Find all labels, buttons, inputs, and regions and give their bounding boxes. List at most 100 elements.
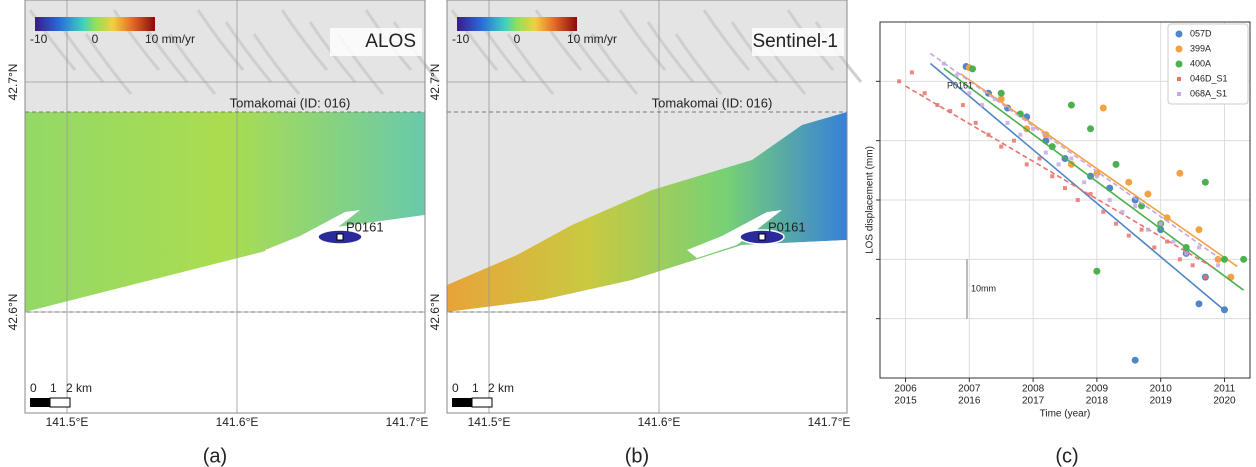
point (1131, 196, 1139, 204)
point (1114, 221, 1119, 226)
scale-bar (452, 398, 472, 407)
scale-bar-label: 10mm (971, 283, 996, 293)
legend-label: 068A_S1 (1190, 88, 1227, 98)
area-label: Tomakomai (ID: 016) (652, 95, 773, 110)
colorbar-label: -10 (30, 32, 48, 46)
deformation-area (447, 112, 847, 312)
point (1031, 126, 1036, 131)
lat-label: 42.7°N (428, 64, 442, 101)
scale-label: 1 (50, 381, 57, 395)
terrain-ridge (28, 9, 77, 71)
annotation: P0161 (947, 80, 973, 90)
lat-label: 42.6°N (6, 294, 20, 331)
x-tick-label: 2007 (958, 384, 981, 395)
title-box (330, 28, 422, 56)
scale-bar (30, 398, 50, 407)
x2-tick-label: 2018 (1086, 396, 1109, 407)
terrain-ridge (280, 9, 329, 71)
trend-line (929, 52, 1220, 259)
terrain-ridge (450, 9, 499, 71)
point (1145, 227, 1150, 232)
point (1177, 257, 1182, 262)
point (1195, 300, 1203, 308)
point (1042, 131, 1050, 139)
point-marker (336, 233, 344, 241)
terrain-ridge (590, 33, 639, 95)
point (1043, 150, 1048, 155)
x-tick-label: 2009 (1086, 384, 1109, 395)
point (1203, 275, 1208, 280)
lon-label: 141.5°E (468, 415, 511, 429)
point (986, 132, 991, 137)
terrain-ridge (168, 33, 217, 95)
terrain-ridge (252, 33, 301, 95)
point (1220, 306, 1228, 314)
point (973, 120, 978, 125)
colorbar (457, 17, 577, 31)
map-panel: -10 0 10 mm/yr ALOS Tomakomai (ID: 016) P0161… (6, 0, 441, 467)
point (997, 95, 1005, 103)
point (1163, 214, 1171, 222)
legend-marker (1177, 92, 1181, 96)
point-label: P0161 (346, 219, 384, 234)
trend-line (959, 72, 1238, 268)
deformation-area (25, 112, 425, 312)
point (935, 103, 940, 108)
legend-label: 399A (1190, 43, 1211, 53)
harbor (687, 210, 782, 258)
point (1176, 169, 1184, 177)
x-tick-label: 2011 (1214, 384, 1236, 395)
trend-line (929, 62, 1225, 311)
harbor (265, 210, 360, 258)
plot-frame (879, 21, 1251, 379)
scale-label: 1 (472, 381, 479, 395)
point (1093, 267, 1101, 275)
terrain-ridge (618, 9, 667, 71)
point (1195, 226, 1203, 234)
sea (447, 240, 847, 413)
scale-bar (471, 397, 493, 408)
lon-label: 141.7°E (808, 415, 851, 429)
x-tick-label: 2006 (894, 384, 917, 395)
point (1016, 110, 1024, 118)
lat-label: 42.6°N (428, 294, 442, 331)
point (1018, 132, 1023, 137)
scale-label: 0 (30, 381, 37, 395)
trend-line (943, 67, 1245, 291)
terrain-ridge (196, 9, 245, 71)
point (1171, 239, 1176, 244)
y-axis-label: LOS displacement (mm) (865, 146, 876, 254)
title-box (752, 28, 844, 56)
point (1011, 138, 1016, 143)
point (992, 97, 997, 102)
point (1024, 162, 1029, 167)
point (1088, 192, 1093, 197)
colorbar (35, 17, 155, 31)
point (1201, 178, 1209, 186)
map-title: ALOS (365, 31, 416, 52)
point (1131, 356, 1139, 364)
point (969, 65, 976, 73)
colorbar-label: -10 (452, 32, 470, 46)
point (1196, 245, 1201, 250)
lon-label: 141.7°E (386, 415, 429, 429)
legend-box (1167, 23, 1249, 105)
point (1158, 221, 1163, 226)
point (1152, 245, 1157, 250)
x2-tick-label: 2019 (1150, 396, 1173, 407)
terrain-ridge (506, 33, 555, 95)
x2-tick-label: 2015 (894, 396, 917, 407)
area-label: Tomakomai (ID: 016) (230, 95, 351, 110)
point (1240, 255, 1248, 263)
lat-label: 42.7°N (6, 64, 20, 101)
legend-label: 046D_S1 (1190, 73, 1228, 83)
scale-label: 2 km (66, 381, 92, 395)
chart-panel: 2006 2007 2008 2009 2010 2011 2015 2016 2017 2018… (865, 21, 1251, 467)
point (1120, 209, 1125, 214)
x-tick-label: 2008 (1022, 384, 1045, 395)
map-title: Sentinel-1 (752, 31, 838, 52)
legend-marker (1177, 77, 1181, 81)
colorbar-label: 10 mm/yr (145, 32, 195, 46)
point (980, 103, 985, 108)
